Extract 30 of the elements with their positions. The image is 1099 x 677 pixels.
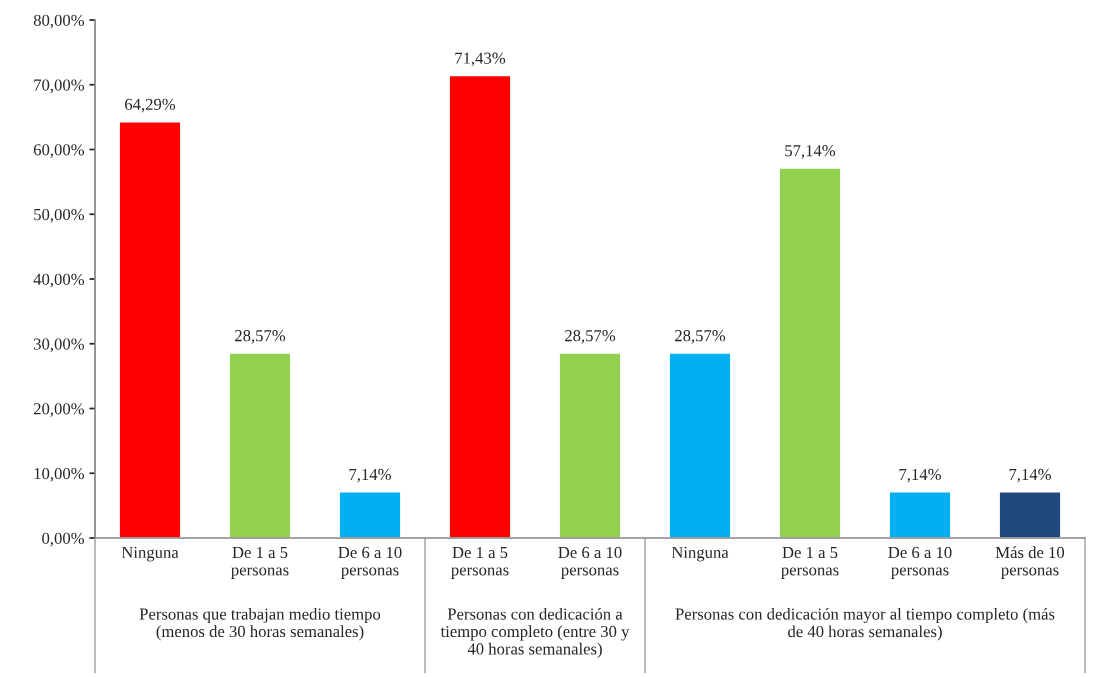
x-tick-label: De 6 a 10 personas xyxy=(888,546,952,579)
x-tick-label: Ninguna xyxy=(671,546,729,562)
x-tick-label: De 6 a 10 personas xyxy=(558,546,622,579)
y-tick-label: 0,00% xyxy=(42,532,85,547)
x-tick-label: Más de 10 personas xyxy=(995,546,1065,579)
x-tick-label: De 1 a 5 personas xyxy=(451,546,509,579)
y-tick-label: 40,00% xyxy=(33,273,85,288)
data-label: 7,14% xyxy=(899,468,941,483)
data-label: 28,57% xyxy=(675,330,726,344)
y-tick-label: 70,00% xyxy=(34,79,85,94)
y-tick-label: 10,00% xyxy=(34,467,85,482)
y-tick-label: 50,00% xyxy=(34,208,85,223)
x-tick-label: De 6 a 10 personas xyxy=(338,546,402,579)
text: Personas que trabajan medio tiempo (menos de 30 horas semanales) xyxy=(139,607,381,641)
data-label: 28,57% xyxy=(565,330,616,344)
y-tick-label: 80,00% xyxy=(33,14,85,29)
data-label: 7,14% xyxy=(349,468,391,483)
y-tick-label: 30,00% xyxy=(34,338,85,353)
x-tick-label: De 1 a 5 personas xyxy=(781,546,839,579)
y-tick-label: 20,00% xyxy=(33,403,85,417)
data-label: 71,43% xyxy=(455,52,506,67)
data-label: 28,57% xyxy=(235,330,286,344)
x-tick-label: De 1 a 5 personas xyxy=(231,546,289,579)
data-label: 64,29% xyxy=(125,98,176,113)
text: Personas con dedicación mayor al tiempo completo (más de 40 horas semanales) xyxy=(675,607,1055,641)
y-tick-label: 60,00% xyxy=(33,144,85,158)
x-tick-label: Ninguna xyxy=(121,546,179,562)
text: Personas con dedicación a tiempo completo (entre 30 y 40 horas semanales) xyxy=(440,607,630,658)
data-label: 57,14% xyxy=(785,145,836,159)
data-label: 7,14% xyxy=(1009,468,1051,483)
